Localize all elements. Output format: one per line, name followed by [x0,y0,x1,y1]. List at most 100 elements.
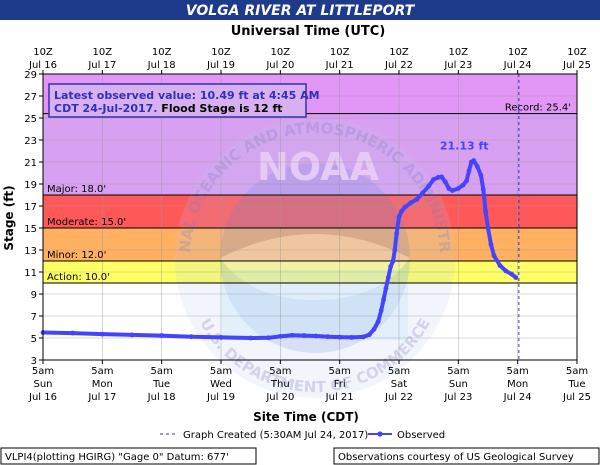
data-point [277,333,283,339]
latest-value-box: Latest observed value: 10.49 ft at 4:45 … [48,83,320,118]
data-point [188,334,194,340]
threshold-label: Minor: 12.0' [47,250,106,261]
top-tick-time: 10Z [449,47,469,58]
y-tick-label: 19 [24,180,37,191]
data-point [471,158,477,163]
top-tick-date: Jul 22 [384,60,413,71]
data-point [301,333,307,338]
data-point [381,297,386,302]
threshold-label: Major: 18.0' [47,184,106,195]
data-point [383,286,389,291]
y-tick-label: 29 [24,70,37,81]
top-tick-time: 10Z [152,47,172,58]
data-point [478,172,484,178]
data-point [503,268,509,274]
data-point [313,333,319,339]
data-point [385,275,391,280]
bottom-tick-time: 5am [269,366,291,377]
top-tick-time: 10Z [33,47,53,58]
data-point [325,334,331,340]
y-tick-label: 13 [24,246,37,257]
data-point [435,175,441,180]
bottom-tick-day: Fri [334,379,346,390]
top-tick-date: Jul 18 [147,60,176,71]
y-tick-label: 7 [31,312,37,323]
y-tick-label: 25 [24,114,37,125]
data-point [390,258,396,264]
bottom-tick-date: Jul 24 [503,392,532,403]
y-tick-label: 17 [24,202,37,213]
top-tick-date: Jul 17 [87,60,116,71]
y-tick-label: 23 [24,136,37,147]
footer: VLPI4(plotting HGIRG) "Gage 0" Datum: 67… [0,447,600,465]
y-tick-label: 9 [31,290,37,301]
data-point [483,209,489,214]
data-point [442,179,448,185]
data-point [289,332,295,338]
latest-value-date: CDT 24-Jul-2017. [54,102,157,115]
bottom-tick-date: Jul 21 [325,392,354,403]
top-tick-time: 10Z [508,47,528,58]
bottom-axis-ticks: 5am Sun Jul 16 5am Mon Jul 17 5am Tue Jul 18 5am W… [28,360,591,403]
bottom-tick-date: Jul 19 [206,392,235,403]
bottom-tick-time: 5am [32,366,54,377]
y-axis-label: Stage (ft) [2,185,16,250]
footer-right-text: Observations courtesy of US Geological S… [338,452,574,463]
plot-frame [42,73,578,361]
footer-left-box [0,447,257,465]
footer-right-box [333,447,600,465]
data-point [491,253,497,258]
threshold-lines: Record: 25.4' Major: 18.0' Moderate: 15.0'… [43,103,577,284]
chart-title: VOLGA RIVER AT LITTLEPORT [186,3,416,19]
data-point [513,275,519,281]
top-tick-time: 10Z [330,47,350,58]
bottom-tick-date: Jul 16 [28,392,57,403]
top-axis-ticks: 10Z Jul 16 10Z Jul 17 10Z Jul 18 10Z Jul 19 10Z J… [28,47,591,74]
data-point [497,263,503,268]
bottom-tick-time: 5am [91,366,113,377]
latest-value-line2: CDT 24-Jul-2017. Flood Stage is 12 ft [54,102,283,115]
data-point [420,190,426,196]
data-point [388,264,394,269]
y-tick-label: 11 [24,268,37,279]
data-point [460,182,466,188]
data-point [414,197,420,202]
data-point [488,242,494,247]
data-point [464,178,470,184]
data-point [402,204,408,210]
bottom-tick-day: Tue [152,379,170,390]
data-point [439,174,445,180]
series-line-observed [41,158,518,340]
footer-left-text: VLPI4(plotting HGIRG) "Gage 0" Datum: 67… [5,452,229,463]
chart-legend: Graph Created (5:30AM Jul 24, 2017) Obse… [160,430,445,441]
data-point [366,332,372,338]
top-tick-date: Jul 16 [28,60,57,71]
x-axis-label: Site Time (CDT) [253,410,359,424]
data-point [266,335,271,341]
bottom-tick-date: Jul 22 [384,392,413,403]
legend-observed-label: Observed [397,430,445,441]
bottom-tick-day: Mon [507,379,528,390]
noaa-seal-lower [222,270,408,340]
flood-stage-text: Flood Stage is 12 ft [157,102,282,115]
top-tick-date: Jul 24 [503,60,532,71]
data-point [375,319,381,324]
data-point [485,225,491,231]
data-point [480,187,486,192]
peak-label: 21.13 ft [440,140,489,153]
bottom-tick-day: Sun [449,379,468,390]
data-point [99,331,105,337]
data-point [349,335,354,340]
legend-created-label: Graph Created (5:30AM Jul 24, 2017) [183,430,368,441]
bottom-tick-date: Jul 18 [147,392,176,403]
observed-series: 21.13 ft [40,140,519,341]
bottom-tick-day: Wed [210,379,232,390]
data-point [378,308,384,313]
threshold-label: Action: 10.0' [47,272,110,283]
top-tick-time: 10Z [389,47,409,58]
top-tick-date: Jul 25 [562,60,591,71]
y-tick-label: 3 [31,356,37,367]
legend-observed-marker [377,431,383,437]
data-point [159,333,165,338]
data-point [474,164,480,169]
